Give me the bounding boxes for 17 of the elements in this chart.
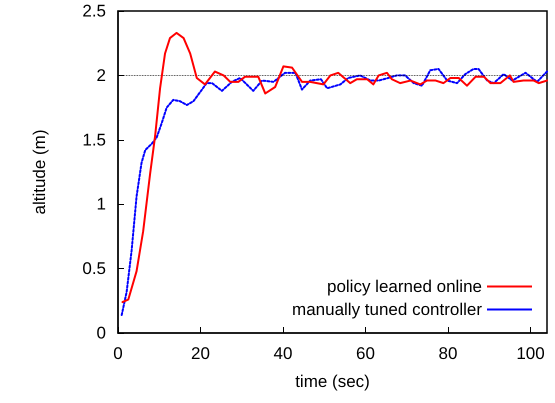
x-tick-label: 20 <box>191 344 210 363</box>
legend-label: policy learned online <box>327 277 482 296</box>
x-tick-label: 100 <box>516 344 545 363</box>
x-tick-label: 40 <box>274 344 292 363</box>
x-tick-label: 60 <box>356 344 375 363</box>
y-tick-label: 1 <box>96 194 106 214</box>
line-series <box>122 32 548 304</box>
x-axis-title: time (sec) <box>295 372 370 391</box>
y-tick-label: 2.5 <box>82 2 106 20</box>
y-tick-label: 0 <box>96 324 106 342</box>
x-tick-label: 80 <box>438 344 458 363</box>
y-tick-label: 2 <box>96 66 106 85</box>
y-tick-label: 0.5 <box>82 259 106 278</box>
y-axis-title: altitude (m) <box>30 129 49 215</box>
x-tick-label: 0 <box>113 344 123 363</box>
legend-label: manually tuned controller <box>292 300 482 319</box>
y-tick-label: 1.5 <box>82 130 106 150</box>
